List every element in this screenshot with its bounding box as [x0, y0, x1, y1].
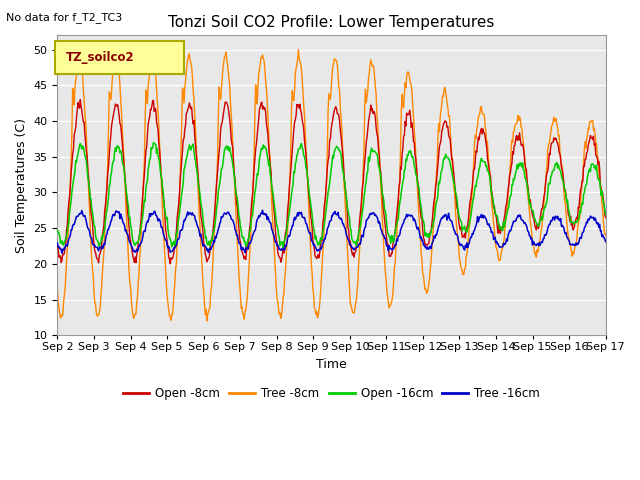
FancyBboxPatch shape — [54, 41, 184, 74]
Text: TZ_soilco2: TZ_soilco2 — [66, 51, 134, 64]
Legend: Open -8cm, Tree -8cm, Open -16cm, Tree -16cm: Open -8cm, Tree -8cm, Open -16cm, Tree -… — [118, 382, 545, 404]
X-axis label: Time: Time — [316, 358, 347, 371]
Title: Tonzi Soil CO2 Profile: Lower Temperatures: Tonzi Soil CO2 Profile: Lower Temperatur… — [168, 15, 495, 30]
Text: No data for f_T2_TC3: No data for f_T2_TC3 — [6, 12, 123, 23]
Y-axis label: Soil Temperatures (C): Soil Temperatures (C) — [15, 118, 28, 253]
